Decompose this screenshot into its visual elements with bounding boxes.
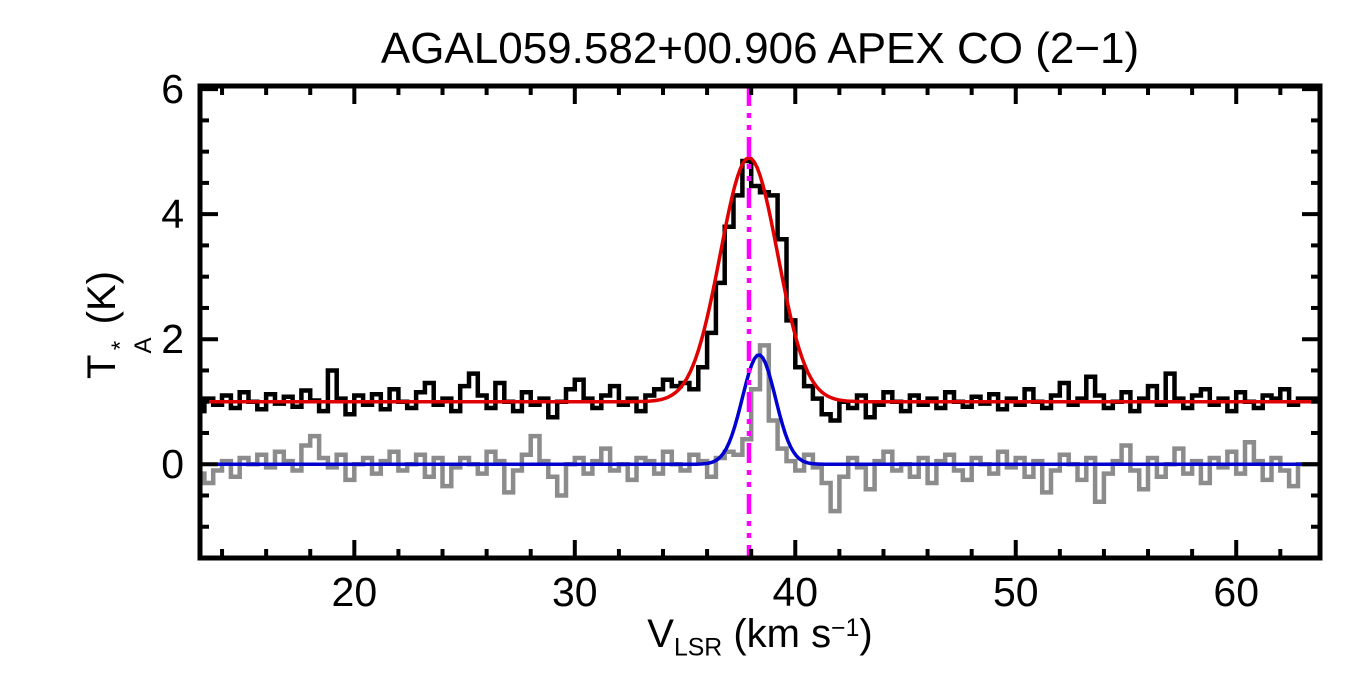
x-tick-label: 50 bbox=[993, 569, 1039, 615]
y-label-t: T bbox=[80, 354, 125, 379]
x-label-v: V bbox=[647, 612, 674, 656]
x-label-sub: LSR bbox=[673, 634, 723, 662]
axis-ticks bbox=[200, 86, 1320, 560]
x-label-end: ) bbox=[859, 612, 873, 656]
x-tick-label: 20 bbox=[332, 569, 378, 615]
y-axis-label: T * A (K) bbox=[80, 271, 158, 379]
x-label-mid: (km s bbox=[722, 612, 832, 656]
x-axis-label: VLSR (km s−1) bbox=[647, 612, 872, 663]
y-tick-label: 6 bbox=[161, 66, 184, 112]
y-tick-label: 0 bbox=[161, 441, 184, 487]
y-label-sub: A bbox=[130, 337, 158, 354]
plot-frame bbox=[197, 83, 1323, 561]
x-tick-label: 30 bbox=[552, 569, 598, 615]
reference-spectrum-path bbox=[200, 343, 1320, 514]
x-label-sup: −1 bbox=[831, 614, 860, 642]
y-label-supsub: * A bbox=[107, 337, 158, 354]
x-tick-label: 40 bbox=[772, 569, 818, 615]
observed-spectrum-path bbox=[200, 158, 1320, 423]
gaussian-fit-observed-path bbox=[200, 156, 1320, 404]
y-tick-label: 4 bbox=[161, 191, 184, 237]
gaussian-fit-reference-path bbox=[200, 353, 1320, 466]
y-label-end: (K) bbox=[80, 271, 125, 336]
chart-title: AGAL059.582+00.906 APEX CO (2−1) bbox=[380, 24, 1140, 73]
y-tick-label: 2 bbox=[161, 316, 184, 362]
data-layer bbox=[200, 86, 1320, 558]
x-tick-label: 60 bbox=[1213, 569, 1259, 615]
tick-labels: 20 30 40 50 60 0 2 4 6 bbox=[161, 66, 1259, 615]
